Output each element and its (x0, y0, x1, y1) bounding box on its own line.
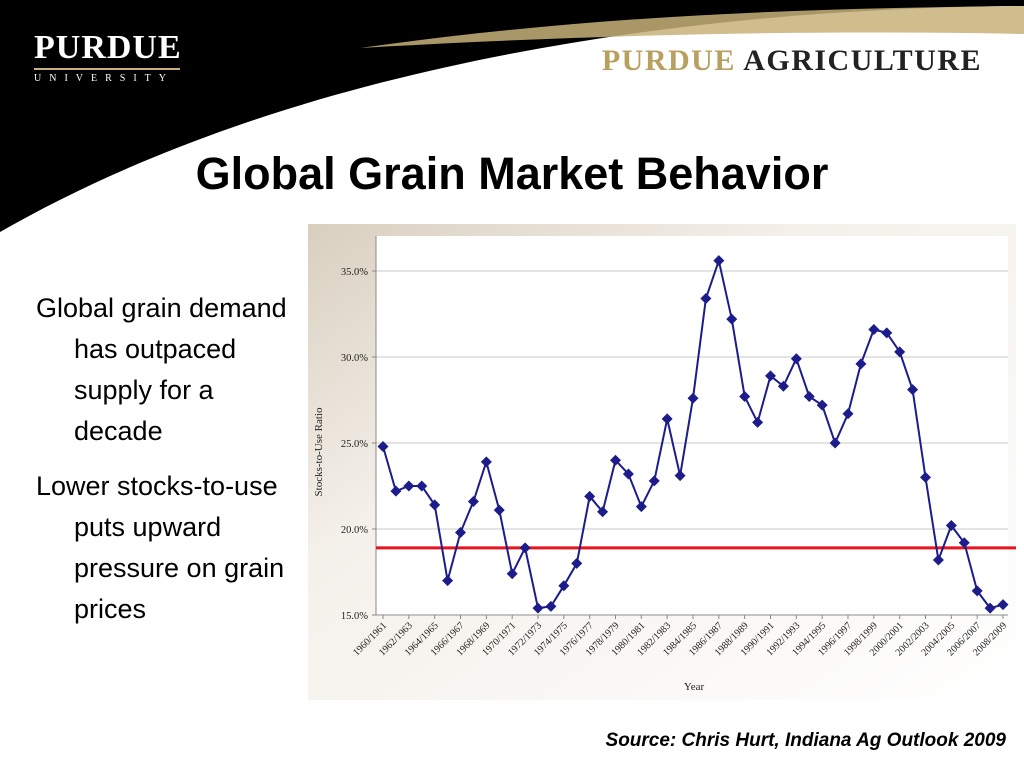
data-point (894, 346, 906, 358)
data-point (829, 437, 841, 449)
data-point (648, 475, 660, 487)
data-point (467, 495, 479, 507)
y-axis-label: Stocks-to-Use Ratio (313, 407, 325, 496)
purdue-agriculture-logo: PURDUE AGRICULTURE (602, 44, 982, 78)
data-point (765, 370, 776, 382)
data-point (971, 585, 983, 597)
data-point (713, 255, 725, 267)
header-swoosh (0, 0, 1024, 232)
data-point (506, 568, 518, 580)
data-point (803, 391, 815, 403)
data-point (532, 602, 544, 614)
plot-area (376, 236, 1008, 616)
logo-word: PURDUE (34, 29, 182, 66)
y-tick-label: 15.0% (341, 611, 368, 622)
data-point (752, 416, 764, 428)
data-point (403, 480, 415, 492)
data-point (545, 600, 557, 612)
data-point (635, 501, 647, 513)
source-note: Source: Chris Hurt, Indiana Ag Outlook 2… (605, 730, 1006, 751)
data-point (480, 456, 492, 468)
data-point (519, 542, 531, 554)
data-point (984, 602, 996, 614)
bullet-list: Global grain demand has outpaced supply … (36, 288, 296, 644)
y-tick-label: 30.0% (341, 353, 368, 364)
data-point (597, 506, 609, 518)
data-point (945, 520, 957, 532)
stocks-to-use-chart: 15.0%20.0%25.0%30.0%35.0% 1960/19611962/… (308, 224, 1016, 700)
bullet-item: Global grain demand has outpaced supply … (36, 293, 287, 446)
bullet-item: Lower stocks-to-use puts upward pressure… (36, 471, 285, 624)
data-point (442, 575, 454, 587)
data-point (790, 353, 802, 365)
data-point (997, 599, 1009, 611)
logo-sub: UNIVERSITY (34, 73, 174, 84)
data-point (390, 485, 402, 497)
data-point (584, 490, 596, 502)
slide-title: Global Grain Market Behavior (195, 148, 829, 199)
data-point (958, 537, 970, 549)
data-point (907, 384, 919, 396)
y-tick-label: 20.0% (341, 525, 368, 536)
y-tick-label: 35.0% (341, 267, 368, 278)
data-point (661, 413, 673, 425)
data-point (455, 526, 466, 538)
data-point (622, 468, 634, 480)
x-axis-label: Year (684, 681, 705, 693)
data-point (700, 293, 712, 305)
data-point (920, 471, 931, 483)
data-point (377, 440, 389, 452)
data-point (739, 391, 751, 403)
data-point (726, 313, 738, 325)
data-point (674, 470, 686, 482)
data-point (416, 480, 428, 492)
data-point (816, 399, 828, 411)
purdue-university-logo: PURDUE UNIVERSITY (34, 30, 184, 85)
data-point (932, 554, 944, 566)
data-point (881, 327, 893, 339)
ag-logo-part2: AGRICULTURE (743, 44, 982, 77)
y-tick-label: 25.0% (341, 439, 368, 450)
data-point (687, 392, 699, 404)
data-point (777, 380, 789, 392)
data-point (610, 454, 621, 466)
data-point (571, 557, 583, 569)
data-point (493, 504, 505, 516)
logo-rule (34, 68, 180, 70)
data-point (842, 408, 854, 420)
data-point (855, 358, 867, 370)
ag-logo-part1: PURDUE (601, 44, 736, 77)
data-point (868, 323, 880, 335)
